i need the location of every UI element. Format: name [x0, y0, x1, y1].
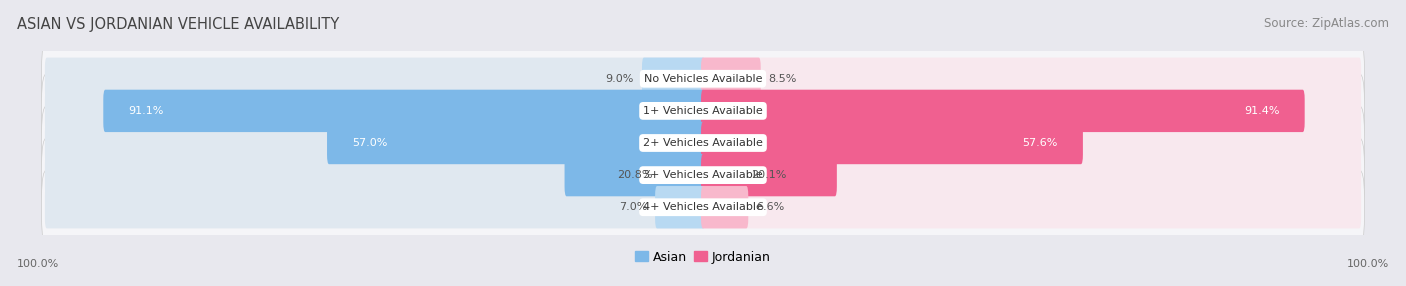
Text: No Vehicles Available: No Vehicles Available: [644, 74, 762, 84]
FancyBboxPatch shape: [42, 106, 1364, 180]
Text: 2+ Vehicles Available: 2+ Vehicles Available: [643, 138, 763, 148]
Text: ASIAN VS JORDANIAN VEHICLE AVAILABILITY: ASIAN VS JORDANIAN VEHICLE AVAILABILITY: [17, 17, 339, 32]
Text: 57.6%: 57.6%: [1022, 138, 1057, 148]
FancyBboxPatch shape: [643, 57, 704, 100]
FancyBboxPatch shape: [655, 186, 704, 229]
Text: Source: ZipAtlas.com: Source: ZipAtlas.com: [1264, 17, 1389, 30]
Text: 7.0%: 7.0%: [619, 202, 647, 212]
FancyBboxPatch shape: [702, 90, 1361, 132]
FancyBboxPatch shape: [42, 138, 1364, 212]
Text: 57.0%: 57.0%: [352, 138, 387, 148]
FancyBboxPatch shape: [42, 74, 1364, 148]
Text: 8.5%: 8.5%: [769, 74, 797, 84]
FancyBboxPatch shape: [42, 170, 1364, 245]
Text: 9.0%: 9.0%: [606, 74, 634, 84]
Legend: Asian, Jordanian: Asian, Jordanian: [630, 246, 776, 269]
FancyBboxPatch shape: [702, 122, 1083, 164]
FancyBboxPatch shape: [702, 186, 1361, 229]
FancyBboxPatch shape: [702, 57, 761, 100]
FancyBboxPatch shape: [702, 90, 1305, 132]
FancyBboxPatch shape: [45, 90, 704, 132]
Text: 91.1%: 91.1%: [128, 106, 163, 116]
Text: 100.0%: 100.0%: [17, 259, 59, 269]
Text: 3+ Vehicles Available: 3+ Vehicles Available: [643, 170, 763, 180]
Text: 20.1%: 20.1%: [751, 170, 786, 180]
FancyBboxPatch shape: [702, 57, 1361, 100]
Text: 4+ Vehicles Available: 4+ Vehicles Available: [643, 202, 763, 212]
FancyBboxPatch shape: [702, 186, 748, 229]
FancyBboxPatch shape: [702, 154, 1361, 196]
FancyBboxPatch shape: [45, 57, 704, 100]
FancyBboxPatch shape: [42, 41, 1364, 116]
FancyBboxPatch shape: [565, 154, 704, 196]
FancyBboxPatch shape: [702, 154, 837, 196]
FancyBboxPatch shape: [45, 186, 704, 229]
Text: 6.6%: 6.6%: [756, 202, 785, 212]
FancyBboxPatch shape: [702, 122, 1361, 164]
FancyBboxPatch shape: [103, 90, 704, 132]
FancyBboxPatch shape: [328, 122, 704, 164]
Text: 91.4%: 91.4%: [1244, 106, 1279, 116]
FancyBboxPatch shape: [45, 122, 704, 164]
Text: 20.8%: 20.8%: [617, 170, 652, 180]
Text: 1+ Vehicles Available: 1+ Vehicles Available: [643, 106, 763, 116]
Text: 100.0%: 100.0%: [1347, 259, 1389, 269]
FancyBboxPatch shape: [45, 154, 704, 196]
